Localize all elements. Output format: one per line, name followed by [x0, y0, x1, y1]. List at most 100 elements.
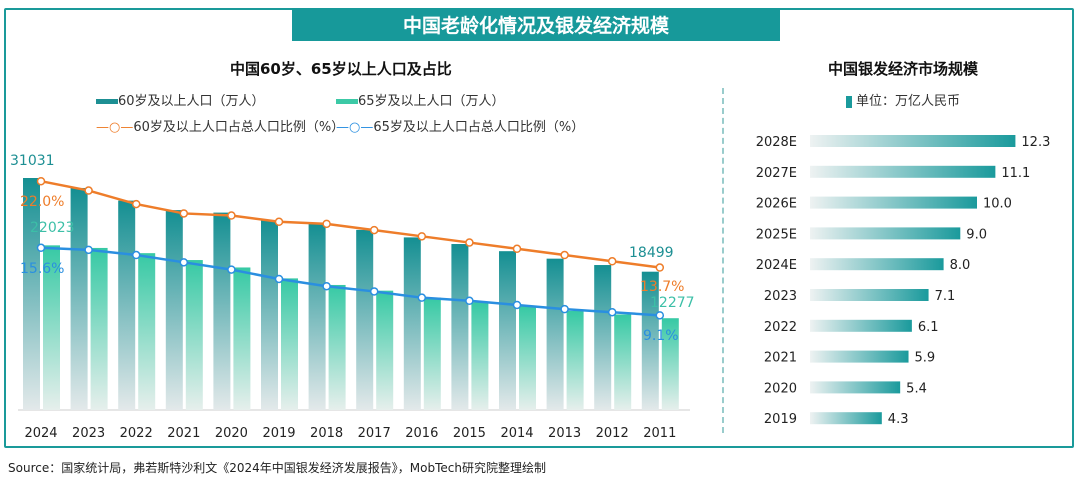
line-point: [417, 232, 427, 241]
data-label: 5.9: [915, 351, 936, 366]
x-tick-label: 2012: [596, 426, 629, 441]
line-point: [179, 258, 189, 267]
bar-60plus: [70, 187, 88, 410]
legend-line65: —○—65岁及以上人口占总人口比例（%）: [336, 116, 584, 135]
y-tick-label: 2025E: [756, 227, 797, 242]
line-series: [40, 179, 660, 269]
y-tick-label: 2027E: [756, 166, 797, 181]
bar-60plus: [165, 210, 183, 410]
unit-text: 单位：万亿人民币: [856, 94, 961, 109]
line-point: [607, 307, 617, 317]
bar-60plus: [403, 237, 421, 410]
legend-bar65: 65岁及以上人口（万人）: [336, 90, 505, 109]
data-label: 9.0: [966, 227, 987, 242]
data-label: 11.1: [1001, 166, 1030, 181]
data-label: 10.0: [983, 197, 1012, 212]
legend-line-icon: —○—: [96, 120, 134, 135]
bar-market-size: [810, 227, 961, 240]
line-point: [607, 257, 617, 266]
x-tick-label: 2019: [262, 426, 295, 441]
line-point: [465, 296, 474, 306]
line-point: [369, 287, 379, 296]
x-tick-label: 2013: [548, 426, 581, 441]
data-label: 4.3: [888, 412, 909, 427]
line-point: [274, 274, 284, 284]
legend-swatch: [96, 99, 118, 104]
unit-label: 单位：万亿人民币: [846, 90, 960, 109]
left-chart-title: 中国60岁、65岁以上人口及占比: [230, 60, 452, 78]
bar-65plus: [376, 290, 394, 410]
label-bar60-first: 31031: [10, 153, 55, 169]
line-point: [465, 238, 474, 247]
unit-swatch: [846, 95, 852, 108]
x-tick-label: 2024: [24, 426, 57, 441]
line-point: [655, 263, 665, 272]
y-tick-label: 2021: [764, 351, 797, 366]
line-point: [131, 199, 141, 209]
label-bar65-last: 12277: [650, 295, 695, 311]
y-tick-label: 2023: [764, 289, 797, 304]
bar-60plus: [261, 220, 278, 410]
bar-65plus: [281, 278, 298, 410]
bar-60plus: [308, 223, 326, 410]
legend-swatch: [336, 99, 358, 104]
bar-65plus: [614, 314, 632, 410]
bar-65plus: [519, 306, 536, 410]
legend-line60: —○—60岁及以上人口占总人口比例（%）: [96, 116, 344, 135]
bar-60plus: [356, 229, 374, 410]
bar-65plus: [566, 310, 584, 410]
x-tick-label: 2017: [358, 426, 391, 441]
y-tick-label: 2026E: [756, 197, 797, 212]
banner-title: 中国老龄化情况及银发经济规模: [292, 8, 780, 41]
line-point: [560, 250, 569, 260]
bar-market-size: [810, 289, 929, 301]
line-point: [369, 225, 379, 235]
data-label: 8.0: [950, 258, 971, 273]
line-point: [322, 281, 331, 291]
bar-65plus: [661, 318, 679, 410]
line-series: [40, 246, 660, 317]
line-point: [131, 250, 141, 260]
data-label: 7.1: [935, 289, 956, 304]
divider: [722, 88, 724, 433]
x-tick-label: 2016: [405, 426, 438, 441]
bar-60plus: [213, 212, 231, 410]
line-point: [227, 265, 236, 274]
line-point: [512, 300, 522, 310]
label-line60-first: 22.0%: [20, 194, 65, 210]
legend-label: 60岁及以上人口（万人）: [118, 94, 265, 109]
label-bar60-last: 18499: [629, 245, 674, 261]
bar-65plus: [423, 297, 441, 410]
x-tick-label: 2021: [167, 426, 200, 441]
bar-60plus: [594, 265, 612, 410]
legend-label: 65岁及以上人口占总人口比例（%）: [373, 120, 585, 135]
y-tick-label: 2020: [764, 381, 797, 396]
line-point: [84, 186, 93, 195]
bar-market-size: [810, 165, 996, 178]
bar-65plus: [43, 245, 60, 410]
data-label: 6.1: [918, 320, 939, 335]
legend-label: 65岁及以上人口（万人）: [358, 94, 505, 109]
bar-market-size: [810, 319, 912, 332]
bar-65plus: [328, 284, 346, 410]
x-tick-label: 2011: [643, 426, 676, 441]
bar-market-size: [810, 258, 944, 271]
line-point: [36, 176, 46, 186]
legend-line-icon: —○—: [336, 120, 374, 135]
legend-label: 60岁及以上人口占总人口比例（%）: [133, 120, 345, 135]
bar-65plus: [233, 267, 251, 410]
y-tick-label: 2019: [764, 412, 797, 427]
line-point: [417, 293, 427, 302]
bar-market-size: [810, 350, 909, 363]
legend-bar60: 60岁及以上人口（万人）: [96, 90, 265, 109]
x-tick-label: 2014: [500, 426, 533, 441]
right-chart-title: 中国银发经济市场规模: [828, 60, 979, 78]
bar-market-size: [810, 381, 901, 394]
line-point: [36, 243, 46, 253]
bar-60plus: [499, 251, 516, 410]
line-point: [179, 209, 189, 218]
bar-65plus: [90, 247, 108, 410]
line-point: [655, 311, 665, 320]
bar-60plus: [641, 271, 659, 410]
